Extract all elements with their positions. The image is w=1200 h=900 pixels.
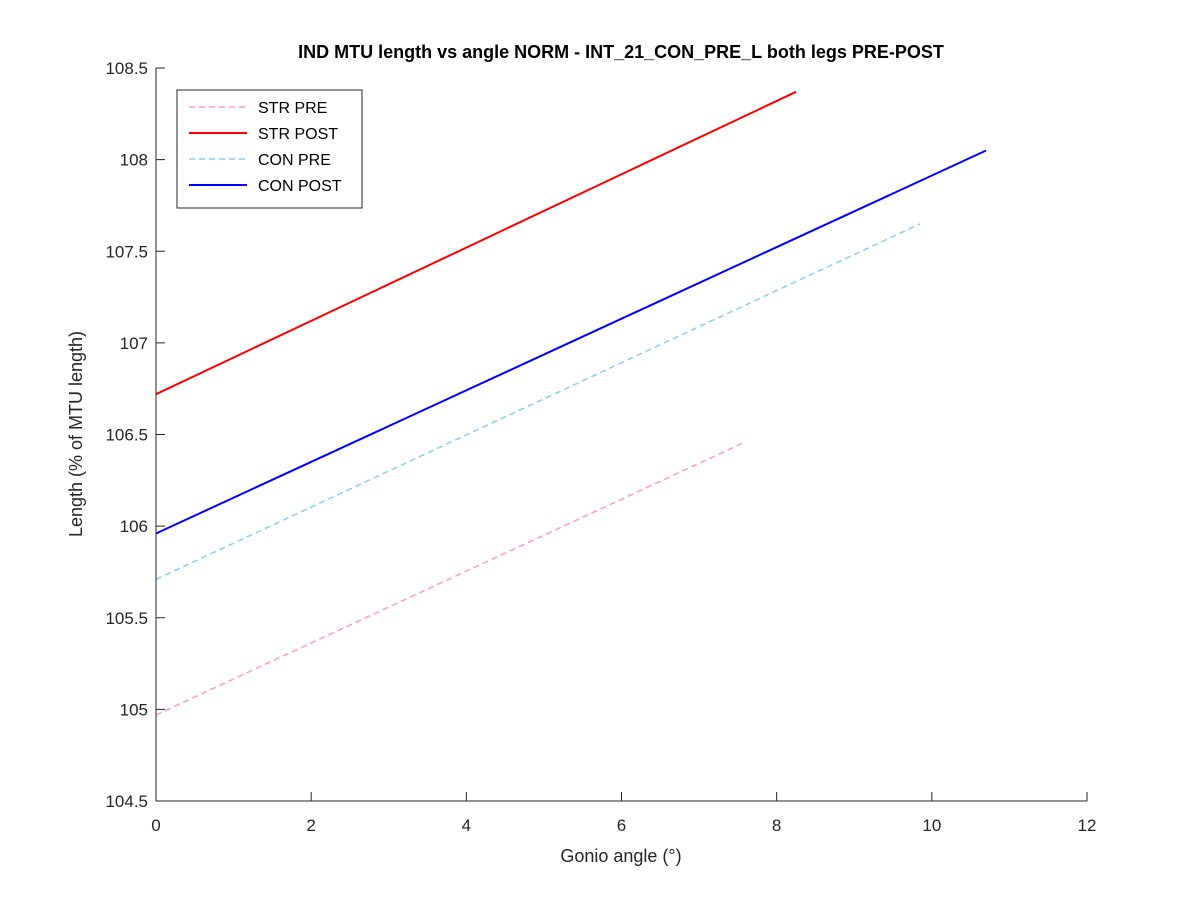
legend-label: STR POST <box>258 126 338 143</box>
x-tick-label: 12 <box>1078 816 1097 835</box>
x-tick-label: 10 <box>922 816 941 835</box>
legend-label: CON PRE <box>258 152 331 169</box>
y-tick-label: 107 <box>120 334 148 353</box>
x-tick-label: 6 <box>617 816 626 835</box>
y-axis-label: Length (% of MTU length) <box>66 331 86 537</box>
x-tick-label: 2 <box>306 816 315 835</box>
y-tick-label: 105 <box>120 700 148 719</box>
x-tick-label: 4 <box>462 816 471 835</box>
x-tick-label: 0 <box>151 816 160 835</box>
series-line-2 <box>155 90 797 396</box>
series-layer <box>155 90 987 716</box>
x-axis-label: Gonio angle (°) <box>560 846 681 866</box>
x-tick-label: 8 <box>772 816 781 835</box>
y-tick-label: 104.5 <box>105 792 148 811</box>
y-tick-label: 106.5 <box>105 426 148 445</box>
y-tick-label: 105.5 <box>105 609 148 628</box>
legend-box <box>176 89 363 209</box>
legend-label: STR PRE <box>258 100 327 117</box>
y-tick-label: 106 <box>120 517 148 536</box>
y-tick-label: 107.5 <box>105 242 148 261</box>
series-line-3 <box>155 223 921 580</box>
y-tick-label: 108 <box>120 151 148 170</box>
y-tick-label: 108.5 <box>105 59 148 78</box>
legend: STR PRE STR POST CON PRE CON POST <box>176 89 363 209</box>
series-line-4 <box>155 149 987 535</box>
axes-layer: 0 2 4 6 8 10 12 104.5 105 105.5 106 106.5 107 107.5 10… <box>105 59 1096 835</box>
series-line-1 <box>155 441 746 716</box>
legend-label: CON POST <box>258 178 342 195</box>
chart-title: IND MTU length vs angle NORM - INT_21_CO… <box>298 42 944 62</box>
